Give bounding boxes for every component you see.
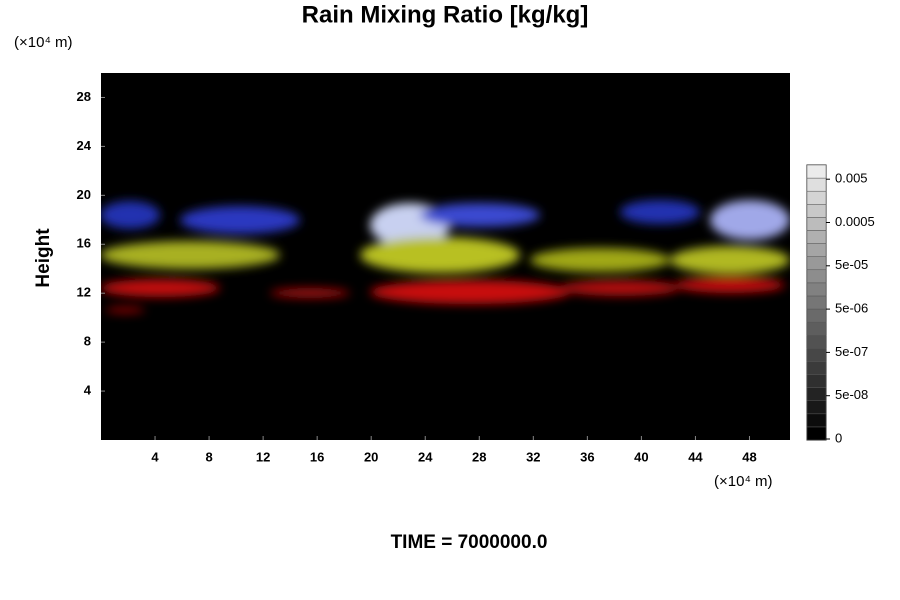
y-axis-label: Height [33,228,54,288]
footer: TIME = 7000000.0 [391,532,548,553]
colorbar-band [806,282,827,297]
y-tick-label: 16 [77,236,91,251]
colorbar-band [806,177,827,192]
x-tick-label: 24 [418,449,433,464]
x-tick-label: 40 [634,449,648,464]
colorbar-tick-label: 5e-06 [835,301,868,316]
colorbar-band [806,321,827,336]
colorbar-tick-label: 5e-07 [835,344,868,359]
x-tick-label: 48 [742,449,756,464]
colorbar-band [806,387,827,401]
x-tick-label: 32 [526,449,540,464]
x-tick-label: 16 [310,449,324,464]
x-tick-label: 8 [205,449,212,464]
colorbar-band [806,361,827,375]
x-tick-label: 4 [151,449,159,464]
colorbar-band [806,256,827,271]
x-tick-label: 20 [364,449,378,464]
y-tick-label: 12 [77,285,91,300]
colorbar-band [806,230,827,244]
colorbar-band [806,204,827,218]
x-tick-label: 36 [580,449,594,464]
colorbar-band [806,348,827,362]
volume-render [101,200,790,313]
colorbar-tick-label: 0 [835,430,842,445]
colorbar-band [806,295,827,310]
colorbar-band [806,374,827,388]
colorbar-band [806,426,827,441]
colorbar-band [806,217,827,231]
y-tick-label: 4 [84,383,92,398]
colorbar-band [806,190,827,205]
colorbar-tick-label: 5e-08 [835,387,868,402]
chart-title: Rain Mixing Ratio [kg/kg] [302,1,589,28]
colorbar-band [806,413,827,428]
y-tick-label: 8 [84,334,91,349]
x-tick-label: 44 [688,449,703,464]
x-tick-label: 28 [472,449,486,464]
x-unit: (×10⁴ m) [714,473,773,490]
x-tick-label: 12 [256,449,270,464]
colorbar-tick-label: 0.005 [835,171,868,186]
y-tick-label: 20 [77,187,91,202]
colorbar-band [806,308,827,323]
colorbar-band [806,400,827,415]
y-tick-label: 28 [77,89,91,104]
colorbar-tick-label: 0.0005 [835,214,875,229]
colorbar-band [806,334,827,349]
colorbar-band [806,243,827,257]
colorbar-band [806,269,827,284]
colorbar-band [806,164,827,179]
y-tick-label: 24 [77,138,92,153]
colorbar-tick-label: 5e-05 [835,257,868,272]
y-unit: (×10⁴ m) [14,34,73,51]
